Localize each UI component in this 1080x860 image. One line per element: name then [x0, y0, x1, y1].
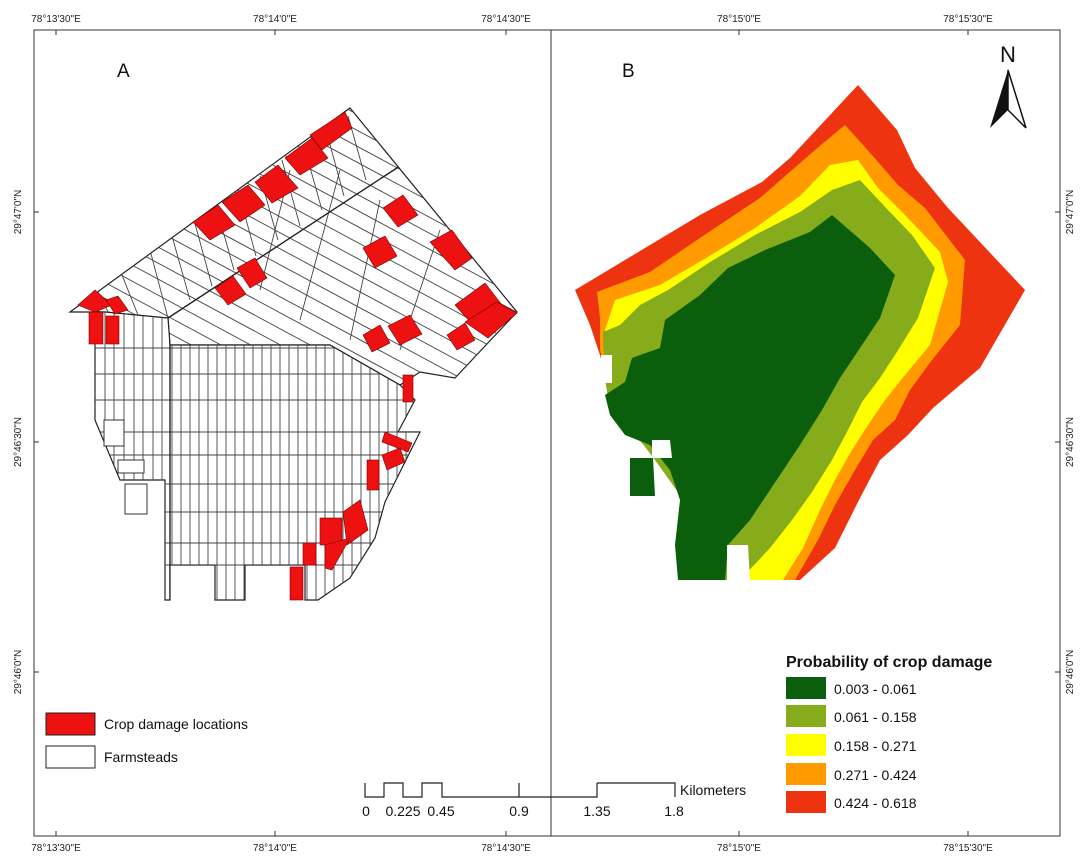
zone-gap	[601, 355, 612, 383]
north-arrow: N	[990, 42, 1027, 129]
crop-damage-parcel	[387, 314, 423, 346]
graticule-right-label: 29°47'0"N	[1065, 190, 1076, 235]
zone-0003-0061-patch	[630, 458, 655, 496]
legend-label: 0.158 - 0.271	[834, 738, 917, 754]
scale-tick-label: 0.45	[427, 803, 454, 819]
crop-damage-parcel	[289, 566, 304, 601]
legend-label: 0.271 - 0.424	[834, 767, 917, 783]
scale-tick-label: 0	[362, 803, 370, 819]
crop-damage-parcel	[105, 315, 120, 345]
farmstead-map	[68, 107, 518, 601]
north-arrow-icon	[990, 70, 1008, 128]
graticule-right-label: 29°46'0"N	[1065, 650, 1076, 695]
legend-label: Crop damage locations	[104, 716, 248, 732]
crop-damage-parcel	[324, 537, 351, 571]
graticule-ticks	[34, 30, 1060, 836]
crop-damage-parcel	[192, 204, 236, 241]
crop-damage-parcel	[366, 459, 380, 491]
crop-damage-parcel	[362, 324, 391, 353]
scale-tick-label: 1.8	[664, 803, 684, 819]
legend-swatch	[786, 791, 826, 813]
farmstead-parcel	[117, 459, 145, 474]
crop-damage-parcel	[309, 111, 353, 151]
crop-damage-parcel	[362, 235, 398, 269]
crop-damage-parcel	[342, 499, 369, 546]
crop-damage-parcel	[105, 295, 129, 315]
panel-a-label: A	[117, 61, 130, 82]
graticule-bottom-label: 78°13'30"E	[31, 843, 81, 854]
legend-swatch	[786, 734, 826, 756]
scale-bar: 0 0.225 0.45 0.9 1.35 1.8 Kilometers	[362, 782, 746, 819]
north-arrow-icon	[1007, 69, 1027, 129]
crop-damage-parcel	[464, 301, 518, 339]
zone-0003-0061	[605, 215, 895, 580]
graticule-bottom-label: 78°14'0"E	[253, 843, 297, 854]
crop-damage-parcel	[214, 275, 247, 306]
crop-damage-parcel	[446, 322, 476, 351]
legend-swatch	[786, 763, 826, 785]
crop-damage-parcel	[221, 184, 266, 223]
crop-damage-parcel	[381, 447, 406, 471]
crop-damage-parcel	[254, 164, 299, 204]
crop-damage-parcel	[284, 137, 329, 176]
legend-swatch-farmsteads	[45, 745, 96, 769]
crop-damage-parcel	[382, 194, 419, 228]
graticule-bottom-label: 78°15'30"E	[943, 843, 993, 854]
farmstead-parcel	[103, 419, 125, 447]
legend-swatch	[786, 705, 826, 727]
crop-damage-parcel	[402, 374, 414, 403]
legend-b: Probability of crop damage 0.003 - 0.061…	[786, 654, 992, 813]
graticule-top-label: 78°14'30"E	[481, 14, 531, 25]
crop-damage-parcel	[381, 431, 413, 453]
legend-a: Crop damage locations Farmsteads	[45, 712, 248, 769]
graticule-right-label: 29°46'30"N	[1065, 417, 1076, 467]
zone-gap	[652, 440, 672, 458]
legend-label: 0.424 - 0.618	[834, 795, 917, 811]
scale-tick-label: 0.9	[509, 803, 529, 819]
graticule-top-label: 78°15'30"E	[943, 14, 993, 25]
scale-bar-line	[364, 782, 676, 798]
legend-swatch	[786, 677, 826, 699]
graticule-top-label: 78°15'0"E	[717, 14, 761, 25]
crop-damage-locations	[77, 111, 518, 601]
probability-map	[575, 85, 1025, 580]
legend-label: Farmsteads	[104, 749, 178, 765]
graticule-top-label: 78°14'0"E	[253, 14, 297, 25]
north-label: N	[1000, 42, 1016, 67]
legend-swatch-crop-damage	[45, 712, 96, 736]
graticule-bottom-label: 78°14'30"E	[481, 843, 531, 854]
scale-tick-label: 1.35	[583, 803, 610, 819]
field-boundaries-south	[95, 312, 420, 600]
crop-damage-parcel	[236, 257, 268, 289]
map-frame	[33, 29, 1061, 837]
legend-label: 0.061 - 0.158	[834, 709, 917, 725]
scale-tick-label: 0.225	[385, 803, 420, 819]
crop-damage-parcel	[429, 229, 473, 271]
farmstead-parcel	[124, 483, 148, 515]
crop-damage-parcel	[88, 311, 104, 345]
graticule-left-label: 29°46'30"N	[13, 417, 24, 467]
graticule-left-label: 29°46'0"N	[13, 650, 24, 695]
scale-unit: Kilometers	[680, 782, 746, 798]
legend-label: 0.003 - 0.061	[834, 681, 917, 697]
graticule-bottom-label: 78°15'0"E	[717, 843, 761, 854]
graticule-top-label: 78°13'30"E	[31, 14, 81, 25]
crop-damage-parcel	[302, 542, 317, 566]
graticule-left-label: 29°47'0"N	[13, 190, 24, 235]
legend-title: Probability of crop damage	[786, 654, 992, 671]
panel-b-label: B	[622, 61, 635, 82]
zone-gap	[727, 545, 750, 580]
